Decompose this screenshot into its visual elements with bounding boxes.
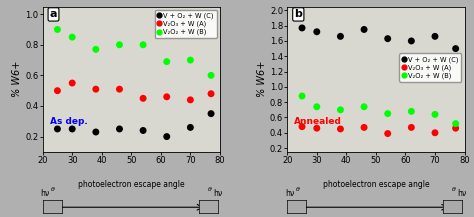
Legend: V + O₂ + W (C), V₂O₃ + W (A), V₂O₂ + W (B): V + O₂ + W (C), V₂O₃ + W (A), V₂O₂ + W (… [400, 53, 461, 82]
Point [313, 105, 320, 108]
Point [68, 127, 76, 131]
Point [360, 28, 368, 31]
Text: a: a [50, 9, 57, 19]
Text: photoelectron escape angle: photoelectron escape angle [323, 180, 429, 189]
Point [187, 98, 194, 102]
Point [298, 26, 306, 30]
Text: θ: θ [208, 187, 211, 192]
Y-axis label: % W6+: % W6+ [12, 61, 22, 97]
Point [92, 130, 100, 134]
Point [360, 126, 368, 129]
Point [116, 87, 123, 91]
Point [207, 74, 215, 77]
Point [54, 28, 61, 31]
Text: hν: hν [285, 189, 294, 198]
Point [452, 47, 459, 50]
Point [92, 48, 100, 51]
Point [298, 125, 306, 128]
Point [384, 37, 392, 40]
Point [431, 113, 439, 116]
Point [313, 127, 320, 130]
Point [431, 131, 439, 135]
Point [54, 89, 61, 92]
Point [360, 105, 368, 108]
Text: hν: hν [213, 189, 222, 198]
Point [116, 127, 123, 131]
Point [408, 39, 415, 43]
Text: photoelectron escape angle: photoelectron escape angle [78, 180, 184, 189]
Text: Annealed: Annealed [294, 117, 342, 126]
Text: θ: θ [51, 187, 55, 192]
Point [68, 81, 76, 85]
Point [452, 122, 459, 125]
Point [207, 92, 215, 95]
Point [139, 43, 147, 46]
Point [163, 135, 171, 138]
Text: As dep.: As dep. [50, 117, 88, 126]
Point [384, 132, 392, 135]
Text: hν: hν [40, 189, 50, 198]
Point [163, 95, 171, 99]
Text: b: b [294, 9, 302, 19]
Text: hν: hν [457, 189, 467, 198]
Point [92, 87, 100, 91]
Point [163, 60, 171, 63]
Legend: V + O₂ + W (C), V₂O₃ + W (A), V₂O₂ + W (B): V + O₂ + W (C), V₂O₃ + W (A), V₂O₂ + W (… [155, 10, 217, 38]
Point [139, 129, 147, 132]
Point [337, 127, 344, 131]
Point [139, 97, 147, 100]
Point [408, 126, 415, 129]
Point [313, 30, 320, 33]
Point [452, 127, 459, 130]
Point [116, 43, 123, 46]
Y-axis label: % W6+: % W6+ [257, 61, 267, 97]
Point [54, 127, 61, 131]
Point [298, 94, 306, 98]
Point [187, 126, 194, 129]
Point [431, 35, 439, 38]
Point [68, 35, 76, 39]
Point [337, 35, 344, 38]
Point [187, 58, 194, 62]
Point [408, 110, 415, 113]
Text: θ: θ [452, 187, 456, 192]
Point [384, 112, 392, 115]
Text: θ: θ [296, 187, 300, 192]
Point [337, 108, 344, 112]
Point [207, 112, 215, 115]
